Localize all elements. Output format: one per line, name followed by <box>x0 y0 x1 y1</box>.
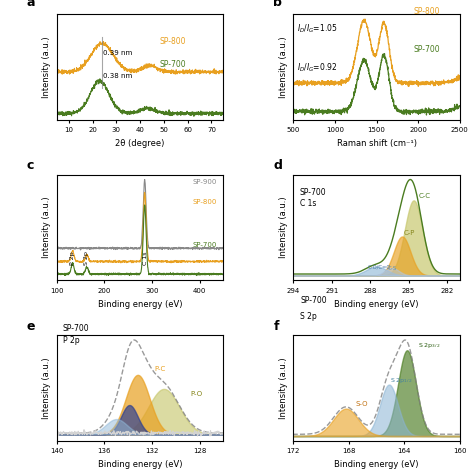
X-axis label: Binding energy (eV): Binding energy (eV) <box>98 300 182 309</box>
Text: d: d <box>273 159 282 173</box>
X-axis label: Binding energy (eV): Binding energy (eV) <box>334 460 419 469</box>
Text: SP-800: SP-800 <box>414 7 440 16</box>
Text: P 2p: P 2p <box>63 336 80 345</box>
X-axis label: Raman shift (cm⁻¹): Raman shift (cm⁻¹) <box>337 139 417 148</box>
Text: S 2p: S 2p <box>84 251 89 265</box>
Text: a: a <box>27 0 36 9</box>
Text: SP-700: SP-700 <box>300 188 326 197</box>
X-axis label: Binding energy (eV): Binding energy (eV) <box>98 460 182 469</box>
X-axis label: Binding energy (eV): Binding energy (eV) <box>334 300 419 309</box>
Text: SP-800: SP-800 <box>192 199 217 204</box>
Text: C 1s: C 1s <box>300 200 316 209</box>
Text: $I_D/I_G$=0.92: $I_D/I_G$=0.92 <box>297 62 337 74</box>
Text: P-O: P-O <box>190 391 202 397</box>
Text: C-S: C-S <box>388 265 397 271</box>
Y-axis label: Intensity (a.u.): Intensity (a.u.) <box>42 357 51 419</box>
Text: C-C: C-C <box>419 193 431 199</box>
Y-axis label: Intensity (a.u.): Intensity (a.u.) <box>42 197 51 258</box>
Text: $I_D/I_G$=1.05: $I_D/I_G$=1.05 <box>297 23 337 36</box>
Y-axis label: Intensity (a.u.): Intensity (a.u.) <box>279 36 288 98</box>
Text: c: c <box>27 159 34 173</box>
Y-axis label: Intensity (a.u.): Intensity (a.u.) <box>42 36 51 98</box>
Text: S 2p$_{3/2}$: S 2p$_{3/2}$ <box>418 341 440 350</box>
Text: SP-800: SP-800 <box>159 37 186 46</box>
Text: SP-700: SP-700 <box>159 60 186 69</box>
Text: C 1s: C 1s <box>143 252 148 265</box>
Text: b: b <box>273 0 282 9</box>
Y-axis label: Intensity (a.u.): Intensity (a.u.) <box>279 357 288 419</box>
Text: S 2p: S 2p <box>300 311 317 320</box>
Text: SP-700: SP-700 <box>63 324 90 333</box>
Text: P-C: P-C <box>155 366 165 373</box>
Y-axis label: Intensity (a.u.): Intensity (a.u.) <box>279 197 288 258</box>
Text: 0.38 nm: 0.38 nm <box>103 73 133 79</box>
Text: C-P: C-P <box>403 230 415 236</box>
Text: e: e <box>27 320 36 333</box>
Text: S 2p$_{1/2}$: S 2p$_{1/2}$ <box>391 376 413 385</box>
Text: C-O/C=O: C-O/C=O <box>367 264 391 269</box>
Text: SP-900: SP-900 <box>192 179 217 185</box>
Text: 0.39 nm: 0.39 nm <box>103 50 133 55</box>
X-axis label: 2θ (degree): 2θ (degree) <box>116 139 165 148</box>
Text: P 2p: P 2p <box>70 252 75 265</box>
Text: S-O: S-O <box>356 401 368 407</box>
Text: f: f <box>273 320 279 333</box>
Text: SP-700: SP-700 <box>414 46 441 55</box>
Text: SP-700: SP-700 <box>192 242 217 248</box>
Text: SP-700: SP-700 <box>300 296 327 305</box>
